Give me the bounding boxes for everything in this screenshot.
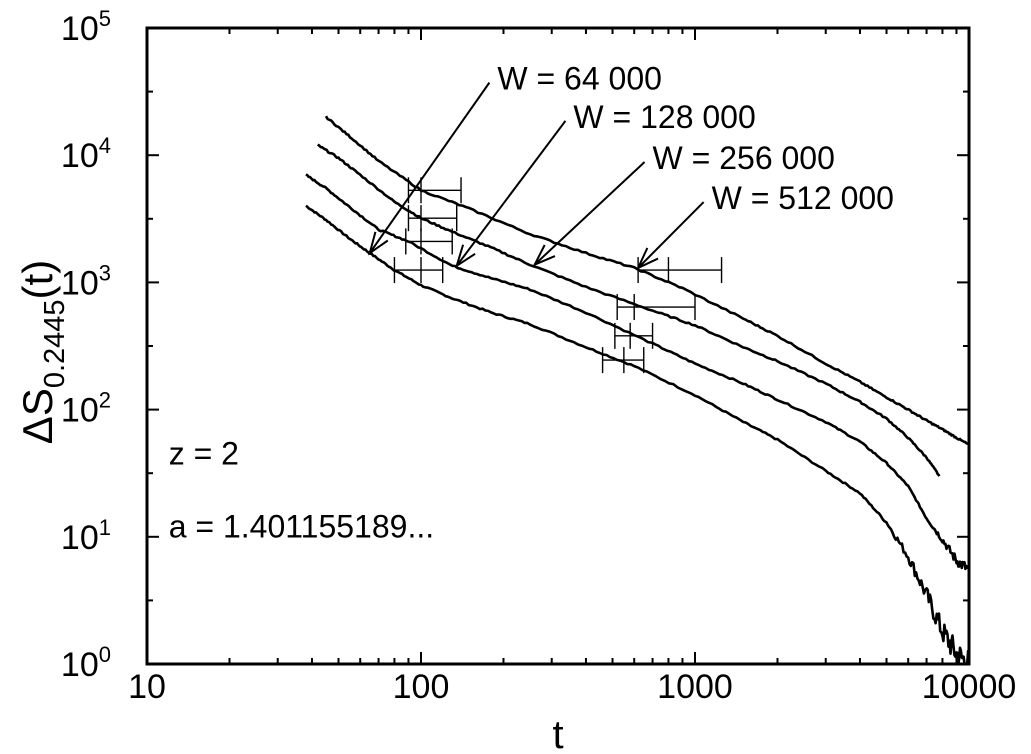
y-tick-label: 100 bbox=[61, 642, 111, 684]
annotation-arrow bbox=[534, 161, 646, 266]
x-tick-label: 1000 bbox=[657, 668, 733, 706]
parameter-annotation: z = 2 bbox=[169, 436, 239, 472]
series-annotation-1: W = 64 000 bbox=[497, 61, 662, 97]
annotation-arrowhead bbox=[636, 247, 659, 270]
y-tick-label: 101 bbox=[61, 515, 111, 557]
parameter-annotation: a = 1.401155189... bbox=[169, 509, 434, 545]
annotation-arrow bbox=[455, 120, 567, 267]
error-bar bbox=[637, 257, 723, 284]
y-axis-title-subscript: 0.2445 bbox=[39, 299, 71, 388]
error-bar bbox=[614, 322, 654, 349]
annotation-arrow bbox=[368, 82, 491, 254]
y-tick-label: 102 bbox=[61, 388, 111, 430]
series-line-2 bbox=[305, 173, 971, 571]
error-bar bbox=[405, 228, 453, 255]
y-axis-title-base: ΔS bbox=[14, 388, 61, 444]
y-axis-title: ΔS0.2445(t) bbox=[14, 260, 71, 444]
error-bar bbox=[407, 205, 458, 232]
annotation-arrowhead bbox=[454, 244, 476, 269]
y-tick-label: 103 bbox=[61, 260, 111, 302]
plot-border bbox=[145, 26, 971, 666]
error-bar bbox=[601, 347, 645, 374]
annotation-arrowhead bbox=[368, 231, 389, 256]
x-tick-label: 100 bbox=[393, 668, 450, 706]
error-bar bbox=[616, 294, 696, 321]
series-line-1 bbox=[305, 204, 971, 666]
tick-labels-group: 10 100 1000 10000 100 101 102 103 104 105 bbox=[61, 6, 1016, 706]
error-bar bbox=[407, 177, 462, 204]
plot-frame bbox=[145, 26, 971, 666]
error-bar bbox=[393, 257, 444, 284]
y-axis-title-suffix: (t) bbox=[14, 260, 61, 300]
annotation-arrow bbox=[637, 201, 705, 269]
series-annotation-2: W = 128 000 bbox=[573, 99, 755, 135]
x-axis-title: t bbox=[552, 713, 563, 754]
annotation-arrowhead bbox=[532, 244, 556, 267]
series-annotation-4: W = 512 000 bbox=[712, 180, 894, 216]
series-annotation-3: W = 256 000 bbox=[653, 140, 835, 176]
y-tick-label: 104 bbox=[61, 133, 111, 175]
y-tick-label: 105 bbox=[61, 6, 111, 48]
x-tick-label: 10 bbox=[128, 668, 166, 706]
series-line-4 bbox=[324, 115, 971, 446]
x-tick-label: 10000 bbox=[922, 668, 1017, 706]
series-line-3 bbox=[316, 143, 941, 477]
